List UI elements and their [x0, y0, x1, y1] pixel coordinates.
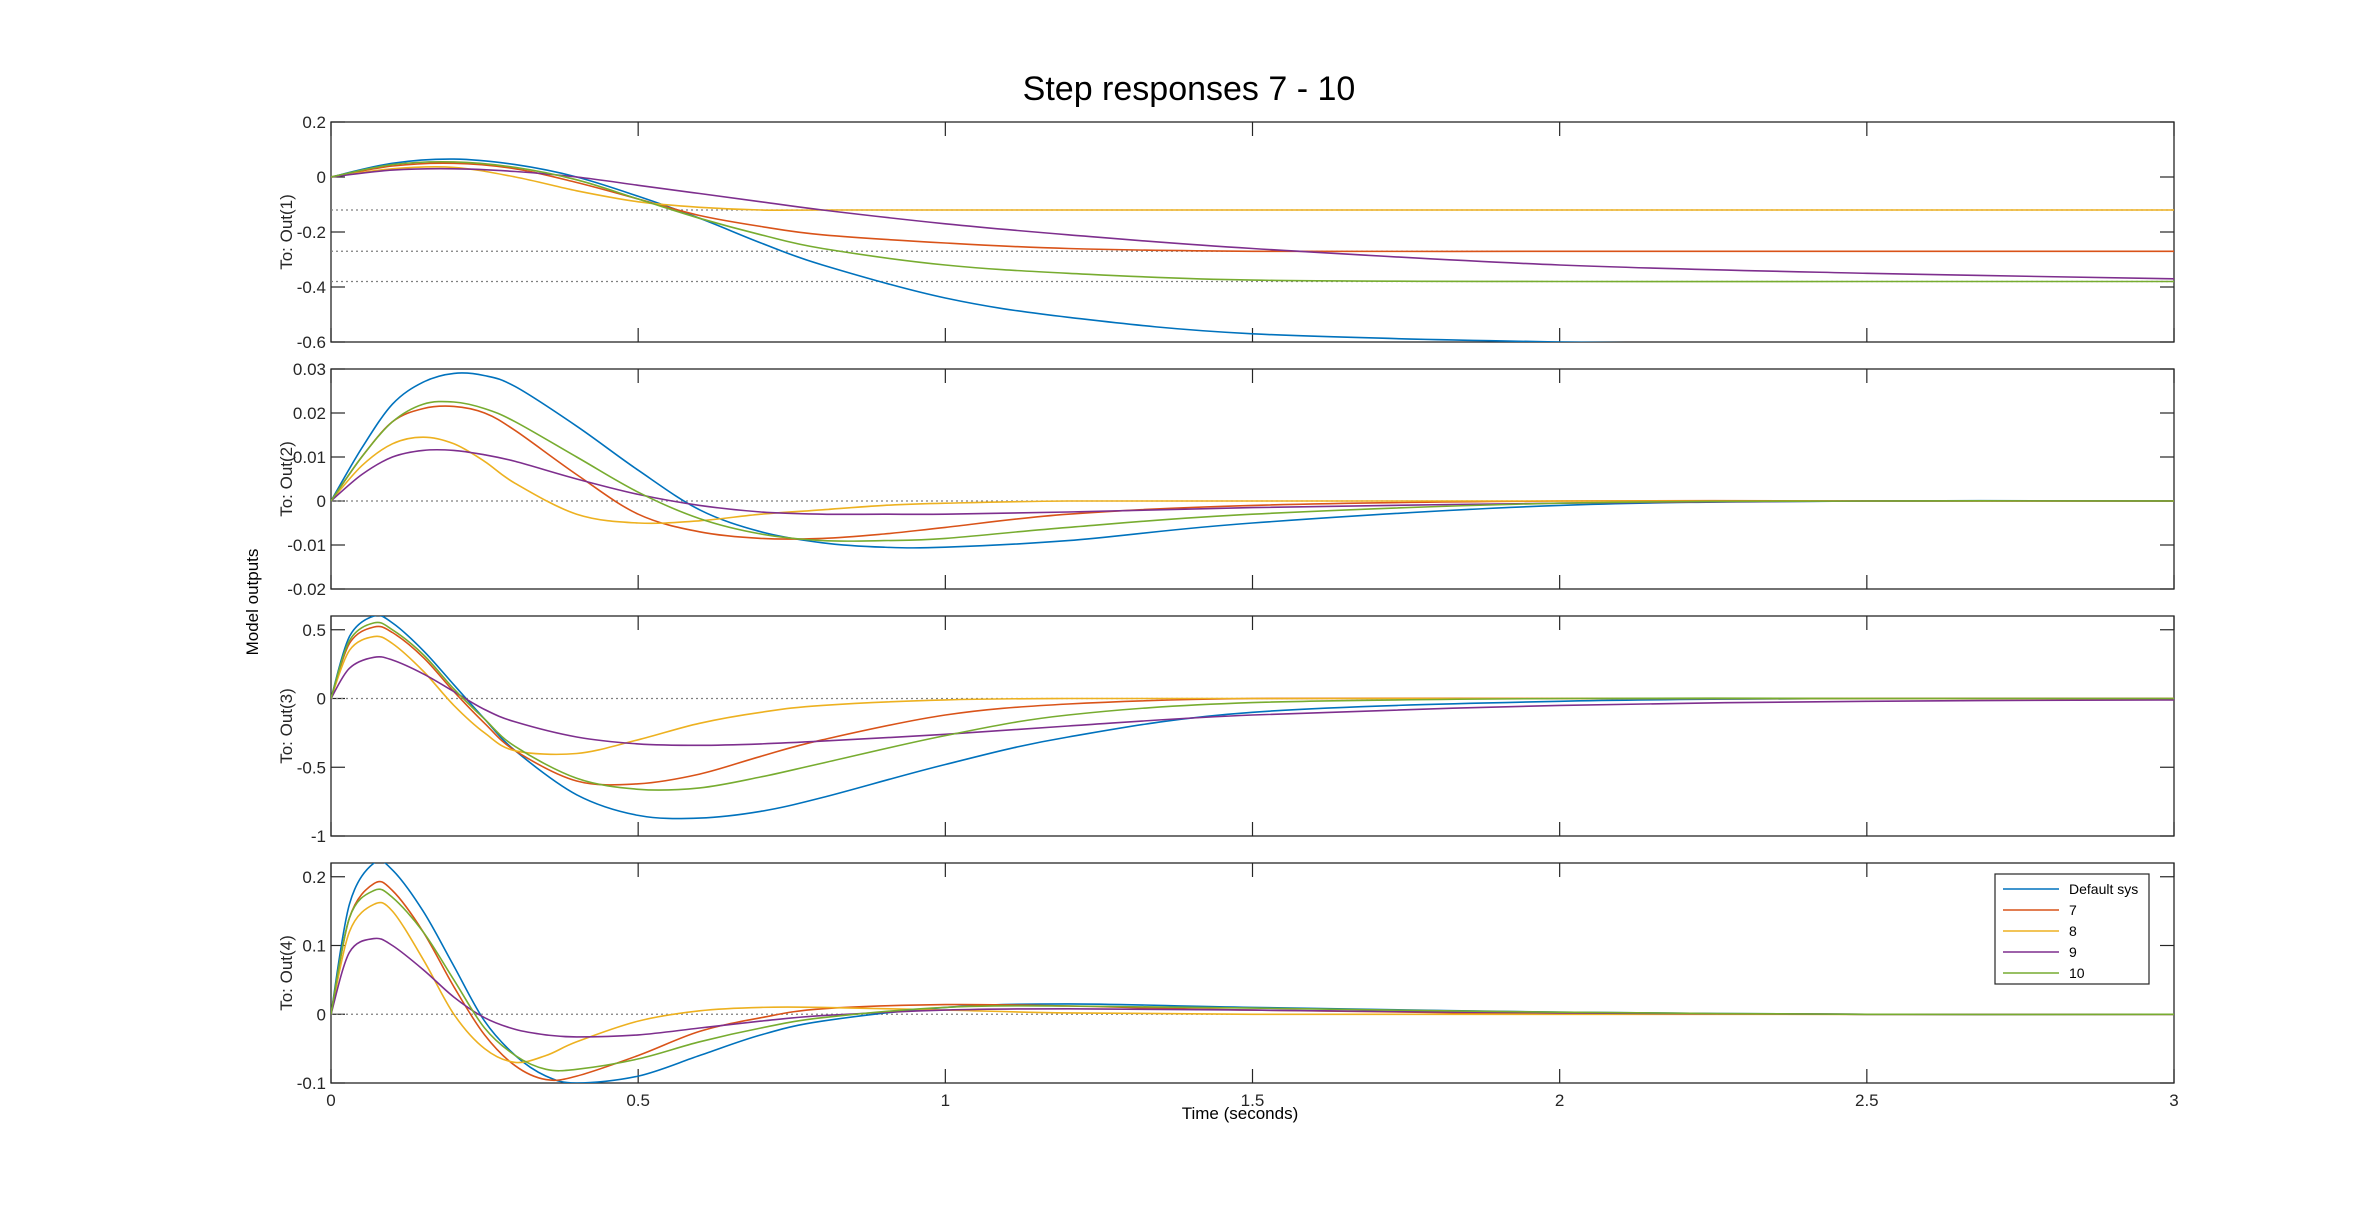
panel-3-series-10	[331, 621, 2174, 791]
x-tick-label-3: 1.5	[1241, 1091, 1265, 1110]
panel-1-y-tick-label-1: 0	[317, 168, 326, 187]
panel-1-y-tick-label-0: 0.2	[302, 113, 326, 132]
panel-2-y-label: To: Out(2)	[277, 441, 296, 517]
panel-4-y-tick-label-3: -0.1	[297, 1074, 326, 1093]
x-tick-label-6: 3	[2169, 1091, 2178, 1110]
panel-3-y-tick-label-1: 0	[317, 690, 326, 709]
panel-1-y-tick-label-2: -0.2	[297, 223, 326, 242]
panel-3-y-tick-label-0: 0.5	[302, 621, 326, 640]
panel-4-y-tick-label-2: 0	[317, 1005, 326, 1024]
panel-4-y-tick-label-1: 0.1	[302, 937, 326, 956]
legend-box	[1994, 873, 2150, 985]
panel-3-y-label: To: Out(3)	[277, 688, 296, 764]
legend-entry-7: 7	[2069, 902, 2077, 918]
panel-4-y-tick-label-0: 0.2	[302, 868, 326, 887]
panel-4-axes-box	[330, 862, 2175, 1084]
panel-3-series-default-sys	[331, 616, 2174, 820]
panel-2-y-tick-label-1: 0.02	[293, 404, 326, 423]
panel-1-series-10	[331, 160, 2174, 283]
panel-1-y-tick-label-4: -0.6	[297, 333, 326, 352]
panel-4-series-10	[331, 888, 2174, 1072]
panel-4-y-label: To: Out(4)	[277, 935, 296, 1011]
chart-title: Step responses 7 - 10	[1022, 70, 1356, 108]
panel-1-y-label: To: Out(1)	[277, 194, 296, 270]
panel-2-y-tick-label-4: -0.01	[287, 536, 326, 555]
panel-2-series-default-sys	[331, 372, 2174, 549]
panel-2-axes-box	[330, 368, 2175, 590]
panel-2-y-tick-label-0: 0.03	[293, 360, 326, 379]
panel-1-series-9	[331, 167, 2174, 280]
legend-entry-8: 8	[2069, 923, 2077, 939]
panel-1-series-7	[331, 162, 2174, 253]
panel-3-y-tick-label-2: -0.5	[297, 758, 326, 777]
x-tick-label-2: 1	[941, 1091, 950, 1110]
panel-2-y-tick-label-5: -0.02	[287, 580, 326, 599]
legend-entry-default-sys: Default sys	[2069, 881, 2138, 897]
panel-3-y-tick-label-3: -1	[311, 827, 326, 846]
panel-1-y-tick-label-3: -0.4	[297, 278, 326, 297]
panel-4-series-8	[331, 901, 2174, 1064]
panel-1-axes-box	[330, 121, 2175, 343]
panel-3-axes-box	[330, 615, 2175, 837]
legend-entry-9: 9	[2069, 944, 2077, 960]
panel-2-series-10	[331, 400, 2174, 542]
x-tick-label-0: 0	[326, 1091, 335, 1110]
panel-1-series-default-sys	[331, 158, 1612, 342]
panel-3-series-9	[331, 655, 2174, 747]
x-tick-label-4: 2	[1555, 1091, 1564, 1110]
panel-1-series-8	[331, 165, 2174, 212]
x-tick-label-5: 2.5	[1855, 1091, 1879, 1110]
x-tick-label-1: 0.5	[626, 1091, 650, 1110]
x-axis-label: Time (seconds)	[1181, 1104, 1299, 1123]
panel-2-y-tick-label-2: 0.01	[293, 448, 326, 467]
panel-2-y-tick-label-3: 0	[317, 492, 326, 511]
panel-2-series-8	[331, 436, 2174, 525]
legend-entry-10: 10	[2069, 965, 2085, 981]
